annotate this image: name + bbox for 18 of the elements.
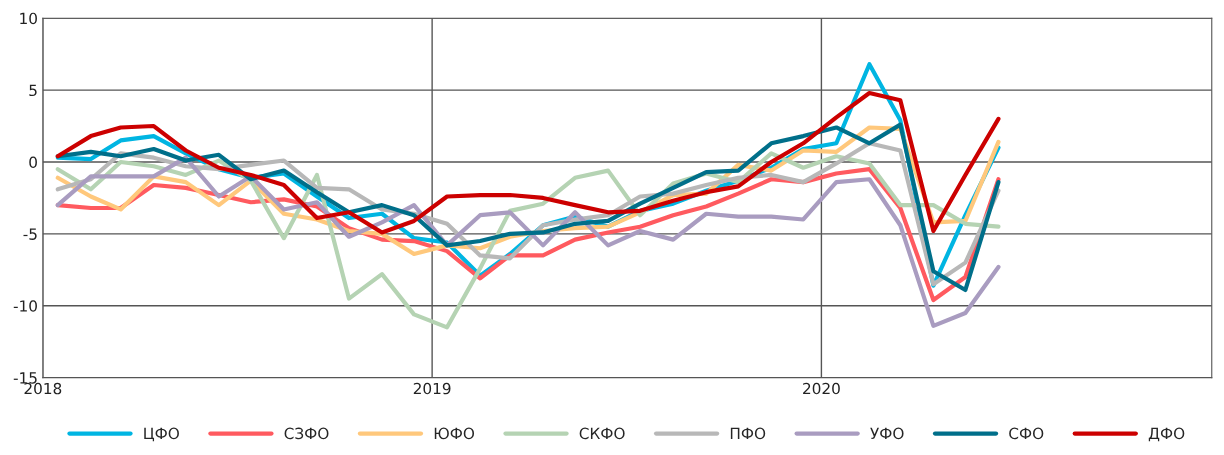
legend-label: ПФО <box>730 427 766 440</box>
x-tick-label: 2018 <box>24 382 62 395</box>
y-tick-label: 10 <box>20 12 37 25</box>
x-tick-label: 2019 <box>413 382 451 395</box>
line-series <box>55 90 1001 235</box>
x-tick-label: 2020 <box>803 382 840 395</box>
legend-label: ЮФО <box>434 427 475 440</box>
legend-label: ЦФО <box>144 427 179 442</box>
legend-label: УФО <box>870 427 904 440</box>
y-tick-label: 0 <box>29 156 37 168</box>
legend-label: СКФО <box>579 427 625 440</box>
y-tick-label: -5 <box>23 228 37 240</box>
legend-label: СЗФО <box>284 427 329 440</box>
y-tick-label: 5 <box>29 84 37 97</box>
legend-label: СФО <box>1009 427 1044 440</box>
y-tick-label: -15 <box>13 372 37 384</box>
legend-label: ДФО <box>1148 427 1185 442</box>
y-tick-label: -10 <box>13 300 37 312</box>
